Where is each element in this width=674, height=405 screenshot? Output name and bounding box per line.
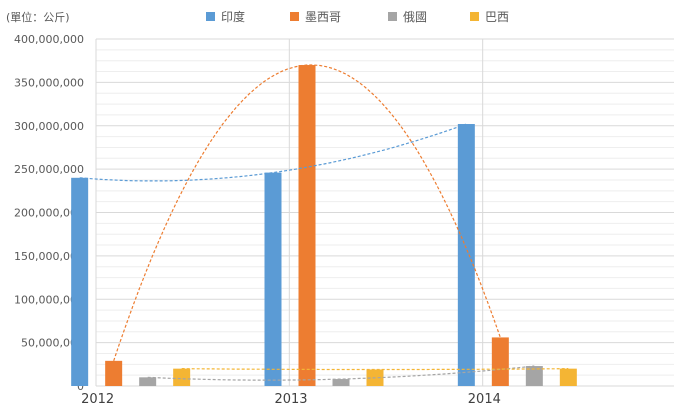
x-tick-label: 2012 [81,392,114,405]
bar [173,368,191,386]
x-tick-label: 2013 [274,392,307,405]
legend-item: 印度 [206,9,245,24]
legend-item: 墨西哥 [290,10,341,24]
legend-swatch [290,12,299,21]
y-tick-label: 200,000,000 [14,207,84,220]
legend-item: 俄國 [388,10,427,24]
trendline [113,64,501,361]
bar [332,379,350,386]
y-axis-labels: 0 50,000,000 100,000,000 150,000,000 200,000… [14,33,84,393]
bar [105,360,123,386]
trendline [147,365,535,381]
y-tick-label: 100,000,000 [14,293,84,306]
legend: 印度 墨西哥 俄國 巴西 [206,9,509,24]
legend-label: 巴西 [485,10,509,24]
legend-label: 俄國 [403,10,427,24]
bar [71,177,89,386]
bar [264,172,282,386]
legend-label: 印度 [221,9,245,24]
legend-item: 巴西 [470,10,509,24]
bar [491,337,509,386]
x-tick-label: 2014 [468,392,501,405]
y-tick-label: 50,000,000 [21,337,84,350]
legend-label: 墨西哥 [305,10,341,24]
y-tick-label: 300,000,000 [14,120,84,133]
bar [457,124,475,386]
x-axis-labels: 2012 2013 2014 [81,392,501,405]
bar [139,377,157,386]
grid [95,38,674,387]
y-tick-label: 350,000,000 [14,76,84,89]
unit-label: (單位：公斤) [6,10,70,24]
y-tick-label: 400,000,000 [14,33,84,46]
legend-swatch [470,12,479,21]
bar [298,65,316,387]
y-tick-label: 150,000,000 [14,250,84,263]
y-tick-label: 250,000,000 [14,163,84,176]
bar [525,366,543,386]
trendline [79,123,467,182]
bars [71,65,577,387]
legend-swatch [206,12,215,21]
trendline [181,368,569,371]
trendlines [79,64,569,381]
bar [559,368,577,386]
y-tick-label: 0 [77,380,84,393]
legend-swatch [388,12,397,21]
